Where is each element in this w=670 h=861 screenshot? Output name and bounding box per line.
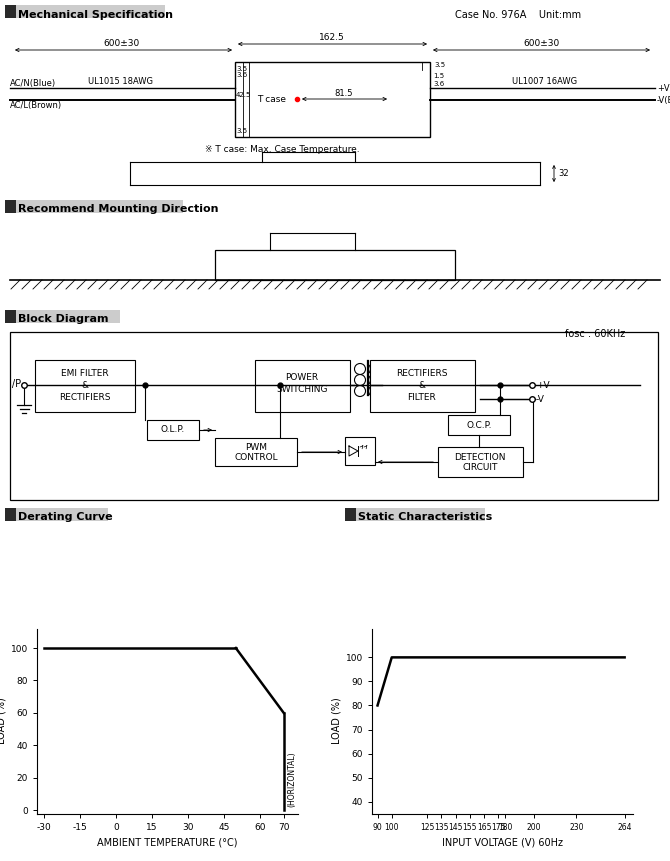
Text: 32: 32 bbox=[558, 169, 569, 177]
Bar bbox=[438, 447, 523, 477]
Bar bbox=[5, 5, 165, 18]
Bar bbox=[215, 438, 297, 466]
Text: &: & bbox=[82, 381, 88, 391]
Text: FILTER: FILTER bbox=[407, 393, 436, 402]
Text: T case: T case bbox=[257, 95, 286, 103]
Text: O.C.P.: O.C.P. bbox=[466, 420, 492, 430]
Text: AC/L(Brown): AC/L(Brown) bbox=[10, 101, 62, 110]
Bar bbox=[5, 310, 16, 323]
Bar bbox=[370, 360, 475, 412]
Text: 162.5: 162.5 bbox=[319, 34, 345, 42]
Text: POWER: POWER bbox=[285, 374, 318, 382]
X-axis label: INPUT VOLTAGE (V) 60Hz: INPUT VOLTAGE (V) 60Hz bbox=[442, 837, 563, 847]
Text: 600±30: 600±30 bbox=[104, 40, 140, 48]
Text: RECTIFIERS: RECTIFIERS bbox=[59, 393, 111, 402]
Text: 3.5: 3.5 bbox=[434, 62, 446, 68]
Text: +V: +V bbox=[536, 381, 549, 389]
Text: 3.5: 3.5 bbox=[236, 128, 247, 134]
Text: 3.6: 3.6 bbox=[236, 72, 247, 78]
Bar bbox=[345, 508, 485, 521]
Text: Derating Curve: Derating Curve bbox=[18, 512, 113, 523]
Text: 600±30: 600±30 bbox=[524, 40, 560, 48]
Text: 1.5: 1.5 bbox=[433, 73, 444, 79]
X-axis label: AMBIENT TEMPERATURE (°C): AMBIENT TEMPERATURE (°C) bbox=[97, 837, 238, 847]
Text: SWITCHING: SWITCHING bbox=[276, 386, 328, 394]
Bar bbox=[5, 5, 16, 18]
Text: &: & bbox=[419, 381, 425, 391]
Bar bbox=[345, 508, 356, 521]
Text: 81.5: 81.5 bbox=[335, 89, 353, 97]
Bar bbox=[215, 250, 455, 280]
Y-axis label: LOAD (%): LOAD (%) bbox=[0, 697, 7, 745]
Text: ※ T case: Max. Case Temperature.: ※ T case: Max. Case Temperature. bbox=[205, 146, 360, 154]
Bar bbox=[448, 415, 510, 435]
Bar bbox=[10, 332, 658, 500]
Y-axis label: LOAD (%): LOAD (%) bbox=[332, 697, 342, 745]
Bar bbox=[345, 437, 375, 465]
Text: (HORIZONTAL): (HORIZONTAL) bbox=[287, 752, 296, 807]
Bar bbox=[5, 200, 16, 213]
Text: RECTIFIERS: RECTIFIERS bbox=[396, 369, 448, 379]
Text: AC/N(Blue): AC/N(Blue) bbox=[10, 79, 56, 88]
Text: DETECTION: DETECTION bbox=[454, 453, 506, 461]
Text: 42.5: 42.5 bbox=[236, 92, 251, 98]
Text: O.L.P.: O.L.P. bbox=[161, 425, 185, 435]
Text: fosc : 60KHz: fosc : 60KHz bbox=[565, 329, 625, 339]
Text: Recommend Mounting Direction: Recommend Mounting Direction bbox=[18, 205, 218, 214]
Bar bbox=[235, 62, 430, 137]
Bar bbox=[255, 360, 350, 412]
Text: Block Diagram: Block Diagram bbox=[18, 314, 109, 325]
Bar bbox=[5, 508, 16, 521]
Text: +V(Red): +V(Red) bbox=[657, 84, 670, 92]
Bar bbox=[5, 200, 183, 213]
Text: Mechanical Specification: Mechanical Specification bbox=[18, 9, 173, 20]
Text: CONTROL: CONTROL bbox=[234, 454, 278, 462]
Text: CIRCUIT: CIRCUIT bbox=[462, 463, 498, 473]
Bar bbox=[35, 360, 135, 412]
Bar bbox=[5, 310, 120, 323]
Text: -V: -V bbox=[536, 394, 545, 404]
Text: Case No. 976A    Unit:mm: Case No. 976A Unit:mm bbox=[455, 9, 581, 20]
Bar bbox=[147, 420, 199, 440]
Text: PWM: PWM bbox=[245, 443, 267, 453]
Text: 3.5: 3.5 bbox=[236, 66, 247, 72]
Text: EMI FILTER: EMI FILTER bbox=[61, 369, 109, 379]
Text: UL1015 18AWG: UL1015 18AWG bbox=[88, 77, 153, 86]
Text: 3.6: 3.6 bbox=[433, 81, 444, 87]
Text: UL1007 16AWG: UL1007 16AWG bbox=[513, 77, 578, 86]
Text: Static Characteristics: Static Characteristics bbox=[358, 512, 492, 523]
Text: -V(Black): -V(Black) bbox=[657, 96, 670, 106]
Text: I/P: I/P bbox=[9, 379, 21, 389]
Bar bbox=[5, 508, 108, 521]
